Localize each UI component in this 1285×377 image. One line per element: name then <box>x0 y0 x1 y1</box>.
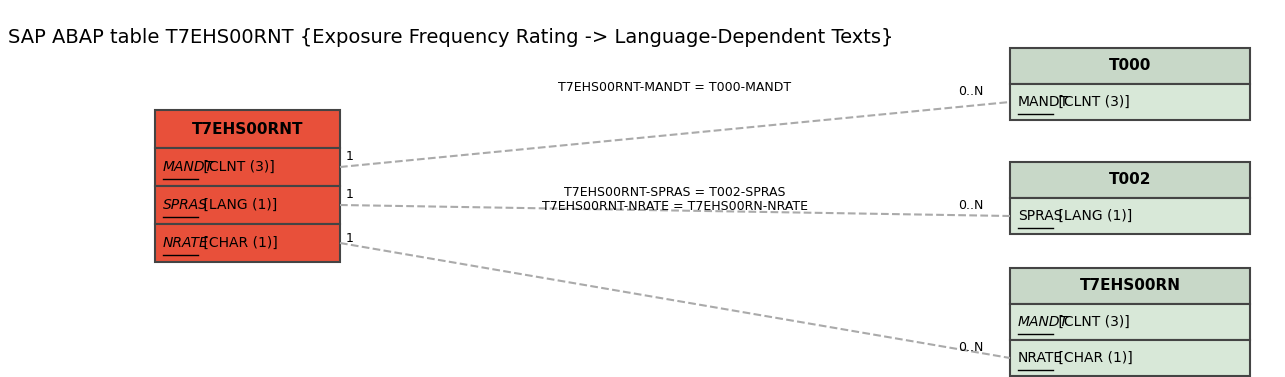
Bar <box>1010 198 1250 234</box>
Text: SAP ABAP table T7EHS00RNT {Exposure Frequency Rating -> Language-Dependent Texts: SAP ABAP table T7EHS00RNT {Exposure Freq… <box>8 28 893 47</box>
Text: NRATE: NRATE <box>1018 351 1063 365</box>
Text: T000: T000 <box>1109 58 1151 74</box>
Text: T002: T002 <box>1109 173 1151 187</box>
Text: [CLNT (3)]: [CLNT (3)] <box>1054 95 1130 109</box>
Text: [CHAR (1)]: [CHAR (1)] <box>199 236 278 250</box>
Bar <box>155 110 341 148</box>
Text: 0..N: 0..N <box>959 341 983 354</box>
Text: SPRAS: SPRAS <box>163 198 208 212</box>
Text: T7EHS00RNT: T7EHS00RNT <box>191 121 303 136</box>
Bar <box>1010 48 1250 84</box>
Text: T7EHS00RNT-NRATE = T7EHS00RN-NRATE: T7EHS00RNT-NRATE = T7EHS00RN-NRATE <box>542 199 808 213</box>
Bar <box>1010 304 1250 340</box>
Bar <box>1010 268 1250 304</box>
Text: [LANG (1)]: [LANG (1)] <box>1054 209 1132 223</box>
Text: [CLNT (3)]: [CLNT (3)] <box>199 160 275 174</box>
Text: 0..N: 0..N <box>959 199 983 212</box>
Text: [CLNT (3)]: [CLNT (3)] <box>1054 315 1130 329</box>
Bar <box>155 186 341 224</box>
Text: T7EHS00RNT-MANDT = T000-MANDT: T7EHS00RNT-MANDT = T000-MANDT <box>559 81 792 94</box>
Text: 1: 1 <box>346 150 353 163</box>
Bar <box>155 224 341 262</box>
Text: T7EHS00RN: T7EHS00RN <box>1079 279 1181 294</box>
Bar <box>1010 162 1250 198</box>
Text: NRATE: NRATE <box>163 236 208 250</box>
Text: 1: 1 <box>346 188 353 201</box>
Text: 0..N: 0..N <box>959 85 983 98</box>
Text: MANDT: MANDT <box>163 160 215 174</box>
Text: [CHAR (1)]: [CHAR (1)] <box>1054 351 1133 365</box>
Text: MANDT: MANDT <box>1018 95 1069 109</box>
Text: MANDT: MANDT <box>1018 315 1069 329</box>
Bar <box>1010 84 1250 120</box>
Text: [LANG (1)]: [LANG (1)] <box>199 198 278 212</box>
Text: T7EHS00RNT-SPRAS = T002-SPRAS: T7EHS00RNT-SPRAS = T002-SPRAS <box>564 185 785 199</box>
Bar <box>1010 340 1250 376</box>
Bar <box>155 148 341 186</box>
Text: 1: 1 <box>346 232 353 245</box>
Text: SPRAS: SPRAS <box>1018 209 1063 223</box>
